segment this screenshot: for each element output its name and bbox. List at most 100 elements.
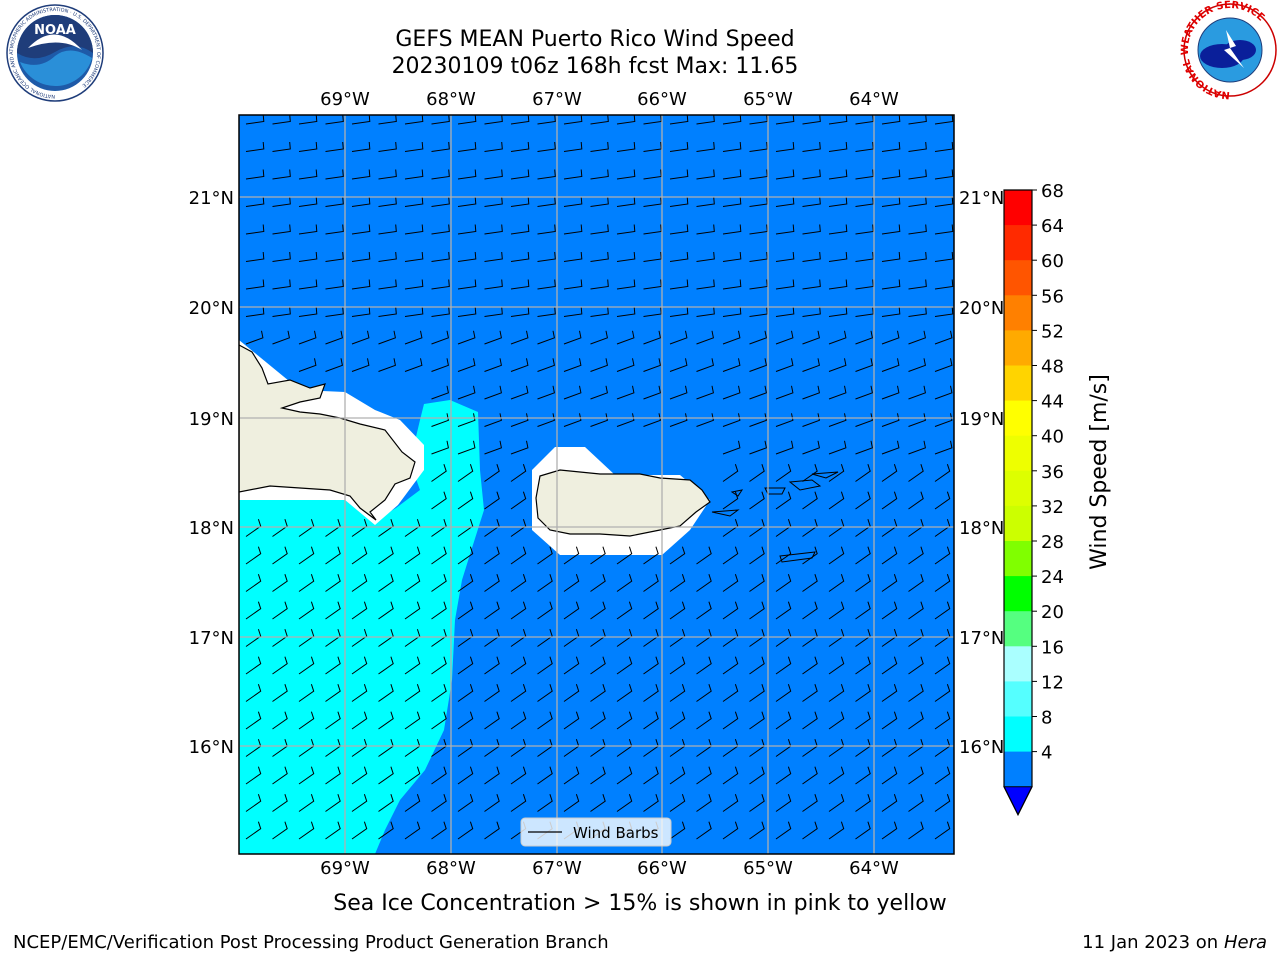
wind-barb <box>378 330 396 345</box>
wind-barb <box>722 464 739 482</box>
wind-barb <box>828 141 848 152</box>
wind-barb <box>934 279 954 290</box>
wind-barb <box>510 413 529 427</box>
wind-barb <box>431 601 447 620</box>
wind-barb <box>537 656 553 675</box>
wind-barb <box>775 546 792 565</box>
wind-barb <box>537 306 556 317</box>
wind-barb <box>828 358 847 372</box>
wind-barb <box>431 766 447 785</box>
wind-barb <box>881 574 898 592</box>
wind-barb <box>245 141 265 152</box>
footer-credit: NCEP/EMC/Verification Post Processing Pr… <box>13 932 609 953</box>
wind-barb <box>616 546 633 565</box>
wind-barb <box>722 629 739 647</box>
wind-barb <box>775 440 794 455</box>
colorbar-tick-label: 28 <box>1041 532 1064 553</box>
wind-barb <box>431 464 447 482</box>
wind-barb <box>775 251 795 262</box>
wind-barb <box>272 115 291 125</box>
wind-barb <box>272 546 288 565</box>
wind-barb <box>775 629 792 647</box>
wind-barb <box>643 574 659 592</box>
wind-barb <box>908 821 924 840</box>
wind-barb <box>696 385 714 400</box>
wind-barb <box>590 684 606 702</box>
wind-barb <box>404 251 424 262</box>
colorbar-tick-label: 16 <box>1041 637 1064 658</box>
wind-barb <box>351 711 368 730</box>
wind-barb <box>272 330 290 345</box>
wind-barb <box>802 169 821 180</box>
wind-barb <box>245 115 265 125</box>
wind-barb <box>537 115 556 125</box>
colorbar-tick-label: 64 <box>1041 216 1064 237</box>
wind-barb <box>722 330 741 345</box>
wind-barb <box>669 358 688 372</box>
wind-barb <box>404 711 421 730</box>
wind-barb <box>378 306 397 317</box>
wind-barb <box>590 196 609 207</box>
wind-barb <box>908 141 927 152</box>
wind-barb <box>908 629 924 647</box>
wind-barb <box>722 574 739 592</box>
colorbar-tick-label: 44 <box>1041 392 1064 413</box>
wind-barb <box>404 656 421 675</box>
wind-barb <box>908 519 924 537</box>
wind-barb <box>590 711 606 730</box>
wind-barb <box>802 141 821 152</box>
wind-barb <box>908 656 924 675</box>
wind-barb <box>934 629 951 647</box>
wind-barb <box>881 279 901 290</box>
nws-logo: NATIONAL WEATHER SERVICE <box>1180 0 1277 100</box>
wind-barb <box>722 358 741 372</box>
wind-barb <box>643 196 662 207</box>
wind-barb <box>855 224 874 235</box>
wind-barb <box>616 115 636 125</box>
colorbar-tick-label: 4 <box>1041 743 1052 764</box>
wind-barb <box>351 251 371 262</box>
wind-barb <box>245 684 262 702</box>
wind-barb <box>855 519 871 537</box>
wind-barb <box>351 766 368 785</box>
wind-barb <box>802 574 818 592</box>
wind-barb <box>272 766 288 785</box>
wind-barb <box>749 251 768 262</box>
wind-barb <box>616 385 635 400</box>
wind-barb <box>696 169 715 180</box>
wind-barb <box>484 821 500 840</box>
wind-barb <box>457 279 477 290</box>
wind-barb <box>351 629 368 647</box>
wind-barb <box>881 330 900 345</box>
wind-barb <box>616 306 636 317</box>
wind-barb <box>245 306 265 317</box>
wind-barb <box>298 629 315 647</box>
wind-barb <box>643 413 661 427</box>
wind-barb <box>272 574 288 592</box>
wind-barb <box>272 141 291 152</box>
wind-barb <box>457 358 476 372</box>
lat-labels-right: 21°N 20°N 19°N 18°N 17°N 16°N <box>959 188 1004 758</box>
sea-ice-note: Sea Ice Concentration > 15% is shown in … <box>333 891 947 916</box>
wind-barb <box>908 574 924 592</box>
wind-barb <box>245 711 262 730</box>
wind-barb <box>457 711 474 730</box>
wind-barb <box>510 464 527 482</box>
wind-barb <box>908 330 926 345</box>
wind-barb <box>643 601 659 620</box>
wind-barb <box>325 224 344 235</box>
lon-bottom-tick: 66°W <box>637 858 687 879</box>
wind-barb <box>563 546 580 565</box>
wind-barb <box>643 629 659 647</box>
wind-barb <box>325 330 343 345</box>
wind-barb <box>828 385 847 400</box>
wind-barb <box>828 169 848 180</box>
wind-barb <box>404 169 424 180</box>
wind-barb <box>616 766 633 785</box>
wind-barb <box>484 115 503 125</box>
wind-barb <box>325 684 341 702</box>
wind-barb <box>378 141 397 152</box>
wind-barb <box>404 115 424 125</box>
wind-barb <box>802 656 818 675</box>
wind-barb <box>828 629 845 647</box>
